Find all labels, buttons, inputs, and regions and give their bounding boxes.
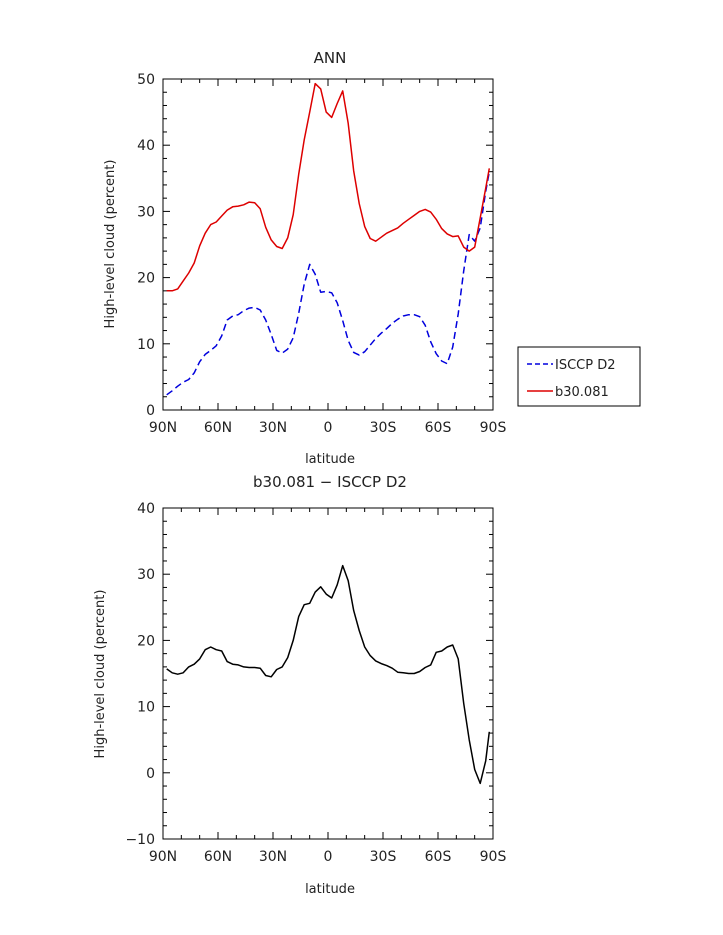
legend-entry-isccp: ISCCP D2 — [555, 358, 616, 373]
bottom-xtick-label: 30N — [259, 849, 287, 865]
bottom-series-line-0 — [166, 564, 491, 785]
bottom-chart-plot: −10 0 10 20 30 40 90N 60N 30N 0 30S 60S 90S — [125, 501, 506, 865]
top-xtick-label: 30S — [370, 420, 397, 436]
top-xtick-label: 60N — [204, 420, 232, 436]
top-ytick-label: 0 — [146, 403, 155, 419]
top-ytick-label: 10 — [137, 337, 155, 353]
top-xtick-label: 60S — [425, 420, 452, 436]
bottom-ytick-label: 40 — [137, 501, 155, 517]
bottom-ytick-label: 30 — [137, 567, 155, 583]
top-chart-plot: 0 10 20 30 40 50 90N 60N 30N 0 30S 60S 90S — [137, 72, 506, 436]
bottom-xtick-label: 60S — [425, 849, 452, 865]
bottom-xtick-label: 0 — [324, 849, 333, 865]
top-xtick-label: 30N — [259, 420, 287, 436]
bottom-xtick-label: 30S — [370, 849, 397, 865]
top-xtick-label: 0 — [324, 420, 333, 436]
bottom-xtick-label: 60N — [204, 849, 232, 865]
bottom-chart-ylabel: High-level cloud (percent) — [93, 590, 108, 759]
bottom-ytick-label: 0 — [146, 766, 155, 782]
top-chart-xlabel: latitude — [305, 452, 355, 467]
legend-entry-b30: b30.081 — [555, 385, 609, 400]
top-ytick-label: 50 — [137, 72, 155, 88]
bottom-xtick-label: 90N — [149, 849, 177, 865]
bottom-chart-title: b30.081 − ISCCP D2 — [253, 473, 407, 491]
top-plot-frame — [162, 78, 494, 411]
bottom-ytick-label: −10 — [125, 832, 155, 848]
bottom-ytick-label: 20 — [137, 633, 155, 649]
top-chart-ylabel: High-level cloud (percent) — [103, 160, 118, 329]
top-ytick-label: 20 — [137, 271, 155, 287]
bottom-chart-xlabel: latitude — [305, 882, 355, 897]
legend-box — [517, 346, 641, 407]
top-chart-legend: ISCCP D2 b30.081 — [517, 346, 641, 407]
top-ytick-label: 30 — [137, 204, 155, 220]
top-series-line-0 — [166, 171, 491, 396]
top-chart-title: ANN — [314, 49, 347, 67]
bottom-plot-frame — [162, 507, 494, 840]
top-series-line-1 — [166, 82, 491, 292]
top-ytick-label: 40 — [137, 138, 155, 154]
top-xtick-label: 90N — [149, 420, 177, 436]
bottom-xtick-label: 90S — [480, 849, 507, 865]
top-xtick-label: 90S — [480, 420, 507, 436]
bottom-ytick-label: 10 — [137, 700, 155, 716]
